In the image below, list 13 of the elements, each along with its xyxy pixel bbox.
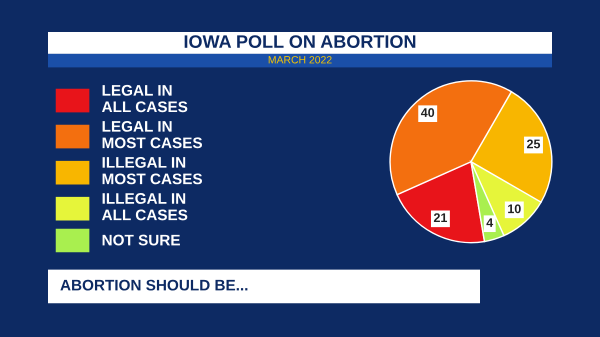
data-label: 21	[434, 213, 448, 222]
chart-title: IOWA POLL ON ABORTION	[184, 35, 416, 48]
data-label: 25	[526, 140, 540, 148]
data-label: 10	[508, 204, 521, 214]
chart-subtitle: MARCH 2022	[268, 56, 332, 64]
legend-label: ILLEGAL IN ALL CASES	[102, 193, 188, 220]
legend-label: LEGAL IN MOST CASES	[102, 120, 202, 148]
data-label: 4	[486, 218, 494, 227]
legend-label: NOT SURE	[102, 234, 180, 246]
legend-label: ILLEGAL IN MOST CASES	[102, 157, 202, 184]
text: ABORTION SHOULD BE...	[60, 280, 248, 291]
data-label: 40	[420, 108, 434, 118]
legend-label: LEGAL IN ALL CASES	[102, 84, 188, 112]
